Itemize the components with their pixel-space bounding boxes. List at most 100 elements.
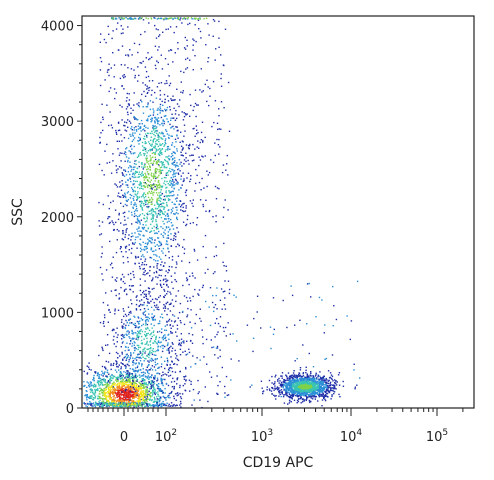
event-point <box>212 346 215 348</box>
event-point <box>321 382 323 384</box>
event-point <box>177 231 180 233</box>
event-point <box>328 391 331 394</box>
event-point <box>152 277 154 279</box>
event-point <box>154 391 156 393</box>
event-point <box>136 216 139 218</box>
event-point <box>103 320 105 323</box>
event-point <box>180 333 182 335</box>
event-point <box>207 174 209 176</box>
event-point <box>324 358 326 360</box>
event-point <box>252 337 255 339</box>
event-point <box>162 138 164 140</box>
event-point <box>134 376 136 378</box>
event-point <box>137 51 139 54</box>
event-point <box>149 341 151 343</box>
event-point <box>153 138 155 140</box>
event-point <box>173 388 175 390</box>
event-point <box>108 393 111 395</box>
event-point <box>144 396 146 398</box>
event-point <box>162 395 164 398</box>
event-point <box>113 399 115 402</box>
event-point <box>156 177 158 179</box>
event-point <box>88 385 90 387</box>
event-point <box>105 388 108 391</box>
event-point <box>173 173 175 175</box>
event-point <box>212 216 214 218</box>
event-point <box>160 203 162 205</box>
event-point <box>103 387 105 390</box>
event-point <box>172 377 174 380</box>
event-point <box>105 392 107 394</box>
event-point <box>222 164 225 166</box>
event-point <box>155 405 157 407</box>
event-point <box>173 184 176 186</box>
event-point <box>136 344 139 347</box>
event-point <box>132 285 134 287</box>
event-point <box>90 397 92 400</box>
event-point <box>144 95 147 97</box>
event-point <box>100 256 103 258</box>
event-point <box>129 390 131 393</box>
event-point <box>121 45 124 47</box>
event-point <box>209 324 212 327</box>
event-point <box>125 184 127 186</box>
event-point <box>281 377 283 379</box>
event-point <box>227 209 229 211</box>
event-point <box>167 243 169 246</box>
event-point <box>124 404 127 407</box>
event-point <box>310 296 312 298</box>
event-point <box>141 319 143 321</box>
event-point <box>102 403 104 405</box>
event-point <box>131 391 134 394</box>
event-point <box>134 180 137 183</box>
event-point <box>176 218 179 221</box>
event-point <box>121 405 123 408</box>
event-point <box>106 369 109 371</box>
event-point <box>136 380 138 382</box>
event-point <box>140 196 143 198</box>
event-point <box>153 174 155 177</box>
event-point <box>156 208 159 210</box>
event-point <box>184 18 187 20</box>
event-point <box>155 132 158 135</box>
event-point <box>224 396 226 398</box>
event-point <box>314 375 317 377</box>
event-point <box>149 340 152 342</box>
event-point <box>86 405 89 408</box>
event-point <box>256 311 258 313</box>
event-point <box>164 82 166 85</box>
event-point <box>124 233 127 236</box>
event-point <box>325 393 327 396</box>
event-point <box>149 392 151 395</box>
event-point <box>299 375 302 377</box>
event-point <box>130 388 132 391</box>
event-point <box>90 385 92 387</box>
event-point <box>166 109 168 111</box>
event-point <box>151 132 153 135</box>
event-point <box>137 220 139 223</box>
event-point <box>109 402 111 404</box>
event-point <box>176 197 178 199</box>
event-point <box>147 118 149 120</box>
event-point <box>120 202 122 204</box>
event-point <box>146 326 149 329</box>
event-point <box>144 31 146 33</box>
event-point <box>288 375 291 378</box>
event-point <box>139 350 141 353</box>
event-point <box>319 395 322 397</box>
event-point <box>156 244 158 246</box>
event-point <box>139 309 142 311</box>
event-point <box>177 172 179 174</box>
event-point <box>120 134 122 136</box>
event-point <box>217 384 219 387</box>
event-point <box>135 356 137 359</box>
event-point <box>138 387 140 390</box>
event-point <box>114 183 116 185</box>
event-point <box>137 365 139 367</box>
event-point <box>287 403 289 405</box>
event-point <box>164 325 166 327</box>
event-point <box>137 80 139 82</box>
event-point <box>163 335 165 337</box>
event-point <box>172 158 174 160</box>
event-point <box>188 348 190 350</box>
